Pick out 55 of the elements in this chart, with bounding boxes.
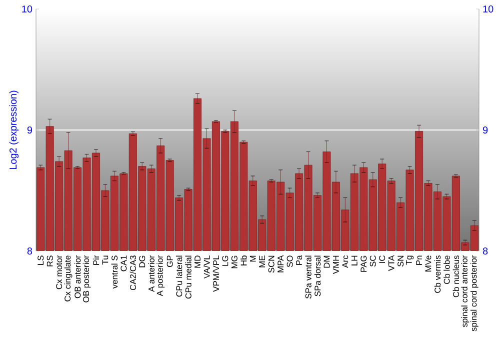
x-tick-label: GP [166, 256, 173, 267]
x-tick-label: SO [286, 256, 293, 268]
x-tick-label: ventral S [111, 256, 118, 289]
y-axis-title: Log2 (expression) [9, 90, 19, 170]
x-tick-label: LG [222, 256, 228, 266]
x-tick-label: SPa ventral [305, 256, 312, 299]
x-tick-label: CPu medial [185, 256, 192, 299]
x-tick-label: SCN [268, 256, 274, 273]
x-tick-label: LS [38, 256, 44, 265]
x-tick-label: spinal cord anterior [461, 255, 470, 327]
x-tick-label: MG [231, 256, 238, 268]
x-tick-label: DM [324, 256, 330, 268]
x-tick-label: CA1 [120, 256, 127, 272]
x-tick-label: spinal cord posterior [470, 255, 478, 332]
x-tick-label: Cb lobe [444, 256, 450, 284]
y-tick-label: 10 [22, 5, 32, 13]
x-tick-label: CPu lateral [176, 256, 182, 297]
x-tick-label: Pn [416, 256, 422, 265]
x-tick-label: Arc [342, 255, 348, 268]
x-tick-label: CA2/CA3 [130, 256, 136, 290]
x-tick-label: SN [398, 256, 404, 267]
x-tick-label: VMH [333, 256, 339, 274]
x-tick-label: LH [351, 256, 358, 266]
x-tick-label: Pa [296, 255, 302, 265]
x-tick-label: SC [370, 256, 376, 267]
y2-tick-label: 10 [483, 5, 494, 13]
x-tick-label: VPM/VPL [212, 255, 220, 292]
x-tick-label: Tg [406, 256, 414, 265]
x-tick-label: A posterior [156, 255, 165, 296]
x-tick-label: SPa dorsal [314, 256, 321, 296]
x-tick-label: MPA [278, 255, 284, 272]
x-tick-label: Cx cingulate [64, 256, 72, 302]
y2-tick-label: 9 [483, 126, 488, 134]
x-tick-label: Cb vermis [434, 256, 441, 293]
x-tick-label: Tu [102, 256, 108, 265]
x-tick-label: VA/VL [204, 255, 210, 279]
x-tick-label: VTA [388, 255, 394, 271]
x-tick-label: RS [46, 256, 53, 266]
x-tick-label: Hb [240, 256, 247, 266]
x-tick-label: MD [194, 256, 200, 268]
x-tick-label: IC [379, 256, 386, 263]
x-tick-label: Cb nucleus [452, 256, 460, 298]
x-tick-label: OB anterior [74, 255, 81, 298]
x-tick-label: DG [139, 256, 146, 268]
y-tick-label: 9 [27, 126, 32, 134]
x-tick-label: Pir [92, 255, 100, 265]
x-tick-label: MVe [425, 256, 432, 272]
x-tick-label: PAG [360, 256, 367, 272]
x-tick-label: ME [259, 256, 266, 268]
x-tick-label: M [250, 256, 256, 262]
y2-tick-label: 8 [482, 247, 488, 255]
y-tick-label: 8 [27, 247, 32, 255]
x-tick-label: A anterior [148, 255, 154, 292]
x-tick-label: OB posterior [82, 255, 91, 302]
x-tick-label: Cx motor [56, 255, 62, 290]
